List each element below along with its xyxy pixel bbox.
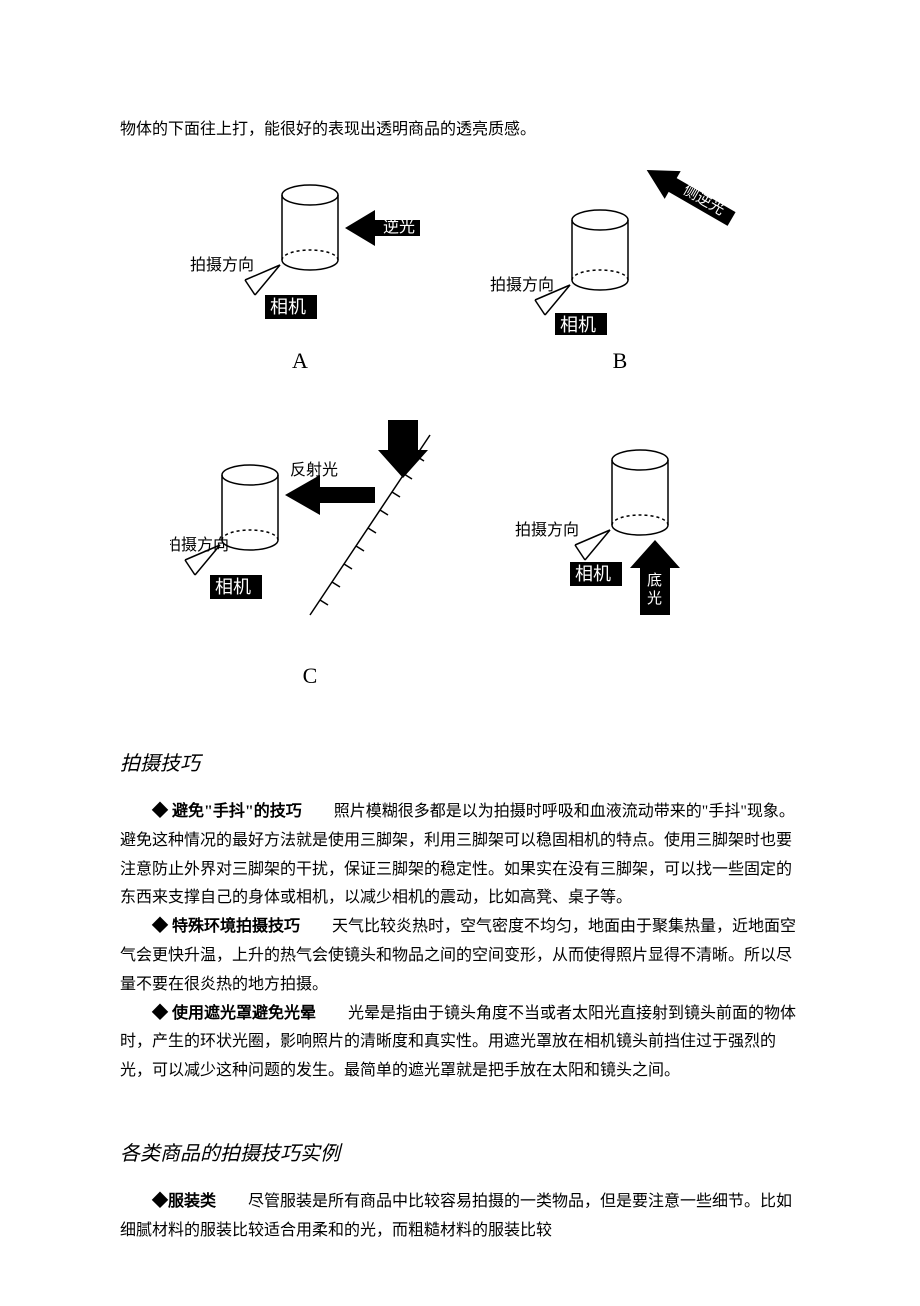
- camera-label-c: 相机: [215, 577, 251, 597]
- camera-label-b: 相机: [560, 315, 596, 335]
- diagram-d: 底 光 拍摄方向 相机: [510, 420, 750, 696]
- intro-paragraph: 物体的下面往上打，能很好的表现出透明商品的透亮质感。: [120, 116, 800, 145]
- light-label-c: 反射光: [290, 461, 338, 479]
- section2-item-0-body: 尽管服装是所有商品中比较容易拍摄的一类物品，但是要注意一些细节。比如细腻材料的服…: [120, 1193, 792, 1239]
- diagram-a-svg: 逆光 拍摄方向 相机: [170, 165, 430, 335]
- section1-item-2: ◆ 使用遮光罩避免光晕 光晕是指由于镜头角度不当或者太阳光直接射到镜头前面的物体…: [120, 1000, 800, 1086]
- diagram-letter-a: A: [292, 341, 308, 381]
- diagram-c-svg: 反射光 拍摄方向 相机: [170, 420, 450, 650]
- diagram-letter-d-empty: [627, 656, 633, 696]
- camera-label-d: 相机: [575, 564, 611, 584]
- diagram-b: 侧逆光 拍摄方向 相机 B: [490, 165, 750, 381]
- light-label-b: 侧逆光: [680, 181, 727, 218]
- camera-label-a: 相机: [270, 297, 306, 317]
- section1-title: 拍摄技巧: [120, 746, 800, 782]
- section2-title: 各类商品的拍摄技巧实例: [120, 1136, 800, 1172]
- shoot-dir-d: 拍摄方向: [515, 521, 579, 539]
- shoot-dir-a: 拍摄方向: [190, 256, 254, 274]
- section1-item-0-lead: ◆ 避免"手抖"的技巧: [152, 803, 302, 820]
- diagram-b-svg: 侧逆光 拍摄方向 相机: [490, 165, 750, 335]
- diagram-d-svg: 底 光 拍摄方向 相机: [510, 420, 750, 650]
- diagram-letter-b: B: [613, 341, 628, 381]
- section1-item-1: ◆ 特殊环境拍摄技巧 天气比较炎热时，空气密度不均匀，地面由于聚集热量，近地面空…: [120, 913, 800, 999]
- diagram-c: 反射光 拍摄方向 相机 C: [170, 420, 450, 696]
- light-label-d1: 底: [647, 572, 662, 589]
- diagram-a: 逆光 拍摄方向 相机 A: [170, 165, 430, 381]
- diagram-row-1: 逆光 拍摄方向 相机 A: [120, 165, 800, 381]
- section1-item-1-lead: ◆ 特殊环境拍摄技巧: [152, 918, 300, 935]
- light-label-a: 逆光: [383, 218, 415, 236]
- section2-item-0: ◆服装类 尽管服装是所有商品中比较容易拍摄的一类物品，但是要注意一些细节。比如细…: [120, 1188, 800, 1246]
- diagram-letter-c: C: [303, 656, 318, 696]
- shoot-dir-c: 拍摄方向: [170, 536, 229, 554]
- light-label-d2: 光: [647, 590, 662, 607]
- section2-item-0-lead: ◆服装类: [152, 1193, 216, 1210]
- shoot-dir-b: 拍摄方向: [490, 276, 554, 294]
- section1-item-0: ◆ 避免"手抖"的技巧 照片模糊很多都是以为拍摄时呼吸和血液流动带来的"手抖"现…: [120, 798, 800, 913]
- diagram-row-2: 反射光 拍摄方向 相机 C: [120, 420, 800, 696]
- section1-item-2-lead: ◆ 使用遮光罩避免光晕: [152, 1005, 316, 1022]
